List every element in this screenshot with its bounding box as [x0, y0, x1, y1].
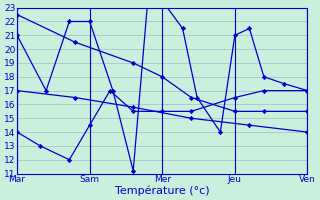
- X-axis label: Température (°c): Température (°c): [115, 185, 210, 196]
